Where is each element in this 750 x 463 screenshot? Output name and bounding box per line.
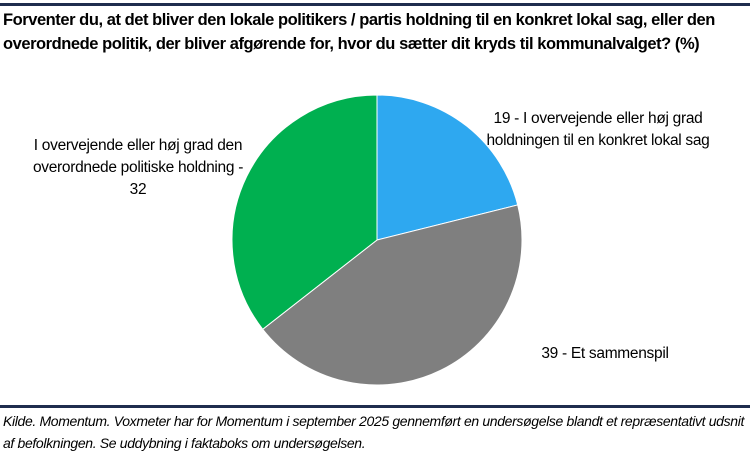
slice-label-overall: I overvejende eller høj grad den overord… [32,137,244,198]
top-divider [0,3,750,6]
slice-label-local: 19 - I overvejende eller høj grad holdni… [486,110,710,149]
slice-combined [262,204,523,386]
bottom-divider [0,405,750,408]
slice-label-combined: 39 - Et sammenspil [541,345,669,362]
slice-local [376,94,519,241]
slice-overall [231,94,378,330]
source-note: Kilde. Momentum. Voxmeter har for Moment… [3,413,745,451]
chart-title: Forventer du, at det bliver den lokale p… [3,11,715,53]
